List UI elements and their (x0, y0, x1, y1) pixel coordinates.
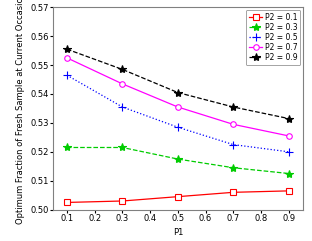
P2 = 0.5 (65, 74, 69, 77)
Legend: P2 = 0.1, P2 = 0.3, P2 = 0.5, P2 = 0.7, P2 = 0.9: P2 = 0.1, P2 = 0.3, P2 = 0.5, P2 = 0.7, … (246, 10, 300, 65)
P2 = 0.7 (287, 134, 291, 137)
P2 = 0.3 (176, 158, 180, 161)
P2 = 0.5 (287, 150, 291, 153)
Line: P2 = 0.7: P2 = 0.7 (64, 55, 291, 139)
P2 = 0.9 (287, 117, 291, 120)
P2 = 0.5 (176, 126, 180, 129)
P2 = 0.3 (232, 166, 235, 169)
P2 = 0.9 (120, 68, 124, 71)
P2 = 0.7 (120, 82, 124, 85)
P2 = 0.3 (120, 146, 124, 149)
P2 = 0.1 (232, 191, 235, 194)
P2 = 0.1 (120, 200, 124, 202)
P2 = 0.1 (176, 195, 180, 198)
P2 = 0.7 (232, 123, 235, 126)
P2 = 0.3 (287, 172, 291, 175)
P2 = 0.1 (287, 189, 291, 192)
P2 = 0.5 (232, 143, 235, 146)
Y-axis label: Optimum Fraction of Fresh Sample at Current Occasion: Optimum Fraction of Fresh Sample at Curr… (16, 0, 25, 224)
Line: P2 = 0.3: P2 = 0.3 (63, 143, 293, 178)
Line: P2 = 0.5: P2 = 0.5 (63, 71, 293, 156)
P2 = 0.9 (176, 91, 180, 94)
P2 = 0.9 (232, 106, 235, 108)
P2 = 0.1 (65, 201, 69, 204)
P2 = 0.3 (65, 146, 69, 149)
P2 = 0.7 (65, 56, 69, 59)
P2 = 0.9 (65, 48, 69, 51)
Line: P2 = 0.9: P2 = 0.9 (63, 45, 293, 123)
P2 = 0.5 (120, 106, 124, 108)
X-axis label: P1: P1 (173, 228, 183, 237)
P2 = 0.7 (176, 106, 180, 108)
Line: P2 = 0.1: P2 = 0.1 (64, 188, 291, 205)
